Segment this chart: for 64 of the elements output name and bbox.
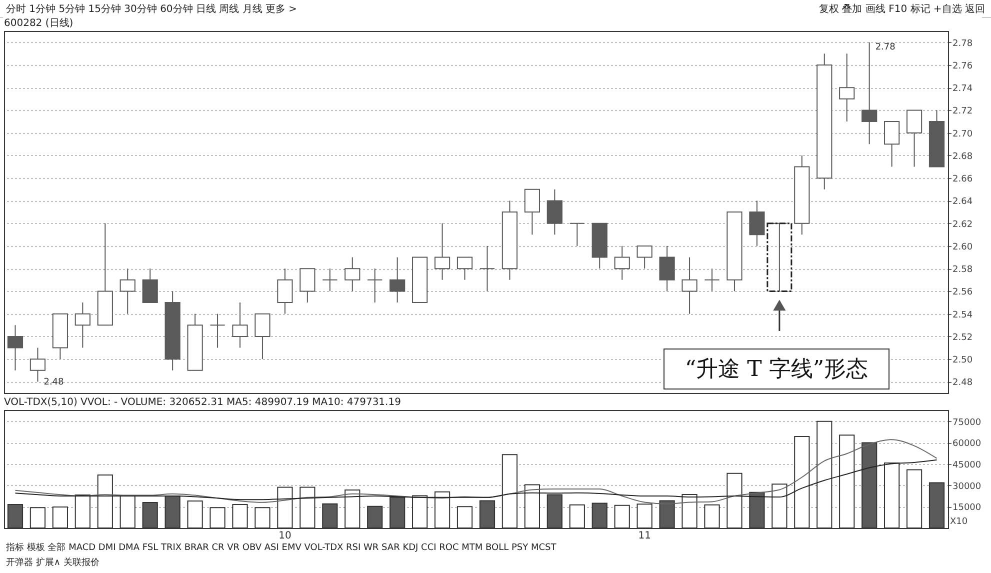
- y-tick-label: 2.58: [952, 265, 973, 276]
- candlestick: [367, 268, 383, 303]
- y-tick-label: 60000: [952, 439, 982, 450]
- chart-title: 600282 (日线): [4, 17, 74, 29]
- candlestick: [682, 256, 698, 314]
- y-tick-label: 2.50: [952, 356, 973, 366]
- candlestick: [569, 222, 585, 246]
- candlestick: [7, 324, 24, 371]
- candlestick: [862, 42, 878, 145]
- candlestick: [277, 268, 293, 314]
- x-tick-label: 11: [638, 530, 651, 542]
- y-tick-label: 2.78: [952, 38, 973, 49]
- y-tick-label: 2.64: [952, 197, 973, 208]
- y-tick-label: 30000: [952, 482, 982, 492]
- text: 指标 模板 全部 MACD DMI DMA FSL TRIX BRAR CR VR OBV ASI EMV VOL-TDX RSI WR SAR KDJ CCI ROC MTM BOLL PSY MCST: [5, 542, 558, 555]
- y-tick-label: 2.68: [952, 152, 973, 162]
- y-tick-label: 2.70: [952, 129, 973, 140]
- candlestick: [659, 245, 675, 292]
- y-tick-label: 75000: [952, 418, 982, 428]
- x-tick-label: 10: [278, 530, 292, 542]
- y-tick-label: 15000: [952, 503, 982, 514]
- candlestick: [390, 256, 406, 303]
- candlestick: [344, 256, 360, 292]
- annotation: 2.48: [44, 378, 64, 388]
- candlestick: [839, 53, 855, 122]
- candlestick: [142, 268, 158, 303]
- line-series: [14, 459, 938, 500]
- candlestick: [884, 121, 900, 168]
- y-tick-label: 2.74: [952, 84, 973, 94]
- y-tick-label: 2.60: [952, 242, 973, 252]
- candlestick: [210, 313, 226, 348]
- candlestick: [232, 302, 248, 348]
- y-tick-label: 2.48: [952, 378, 973, 388]
- candlestick: [322, 268, 338, 292]
- y-tick-label: 45000: [952, 460, 982, 471]
- text: 复权 叠加 画线 F10 标记 +自选 返回: [819, 2, 985, 15]
- y-tick-label: 2.56: [952, 288, 973, 298]
- candlestick: [254, 313, 270, 360]
- candlestick: [120, 268, 136, 314]
- candlestick: [30, 347, 46, 382]
- candlestick: [906, 110, 922, 168]
- candlestick: [300, 268, 316, 303]
- candlestick: [479, 245, 496, 292]
- text: 开弹器 扩展∧ 关联报价: [5, 556, 100, 570]
- candlestick: [614, 245, 630, 280]
- y-tick-label: 2.66: [952, 174, 973, 185]
- y-tick-label: 2.54: [952, 310, 973, 320]
- candlestick: [749, 200, 765, 246]
- y-tick-label: 2.76: [952, 61, 973, 72]
- y-tick-label: 2.52: [952, 332, 973, 343]
- candlestick: [524, 188, 540, 236]
- y-tick-label: 2.72: [952, 106, 973, 117]
- candlestick: [74, 302, 90, 348]
- candlestick: [704, 268, 720, 292]
- candlestick: [636, 245, 652, 270]
- chart-title: VOL-TDX(5,10) VVOL: - VOLUME: 320652.31 MA5: 489907.19 MA10: 479731.19: [4, 397, 401, 408]
- y-tick-label: 2.62: [952, 220, 973, 230]
- annotation: “升途 T 字线”形态: [684, 357, 868, 382]
- text: 分时 1分钟 5分钟 15分钟 30分钟 60分钟 日线 周线 月线 更多 >: [6, 2, 298, 15]
- candlestick: [434, 222, 450, 280]
- candlestick: [546, 188, 562, 236]
- annotation: 2.78: [875, 42, 896, 52]
- text: X10: [950, 517, 968, 527]
- candlestick: [456, 256, 473, 280]
